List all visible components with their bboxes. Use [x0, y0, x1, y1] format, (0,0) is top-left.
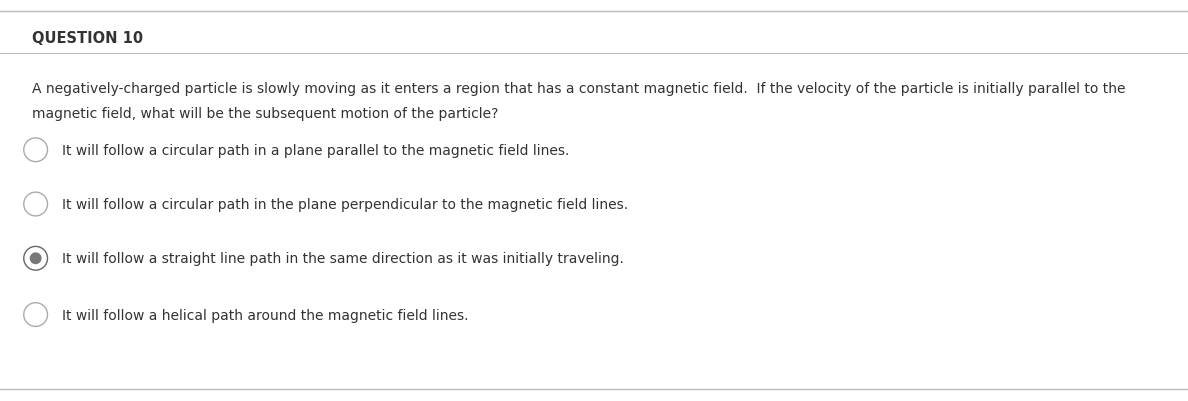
Text: It will follow a circular path in a plane parallel to the magnetic field lines.: It will follow a circular path in a plan…: [62, 144, 569, 157]
Ellipse shape: [30, 253, 42, 265]
Text: It will follow a helical path around the magnetic field lines.: It will follow a helical path around the…: [62, 308, 468, 322]
Text: It will follow a straight line path in the same direction as it was initially tr: It will follow a straight line path in t…: [62, 252, 624, 265]
Text: A negatively-charged particle is slowly moving as it enters a region that has a : A negatively-charged particle is slowly …: [32, 82, 1125, 96]
Text: magnetic field, what will be the subsequent motion of the particle?: magnetic field, what will be the subsequ…: [32, 106, 499, 120]
Text: It will follow a circular path in the plane perpendicular to the magnetic field : It will follow a circular path in the pl…: [62, 198, 628, 211]
Text: QUESTION 10: QUESTION 10: [32, 30, 144, 46]
